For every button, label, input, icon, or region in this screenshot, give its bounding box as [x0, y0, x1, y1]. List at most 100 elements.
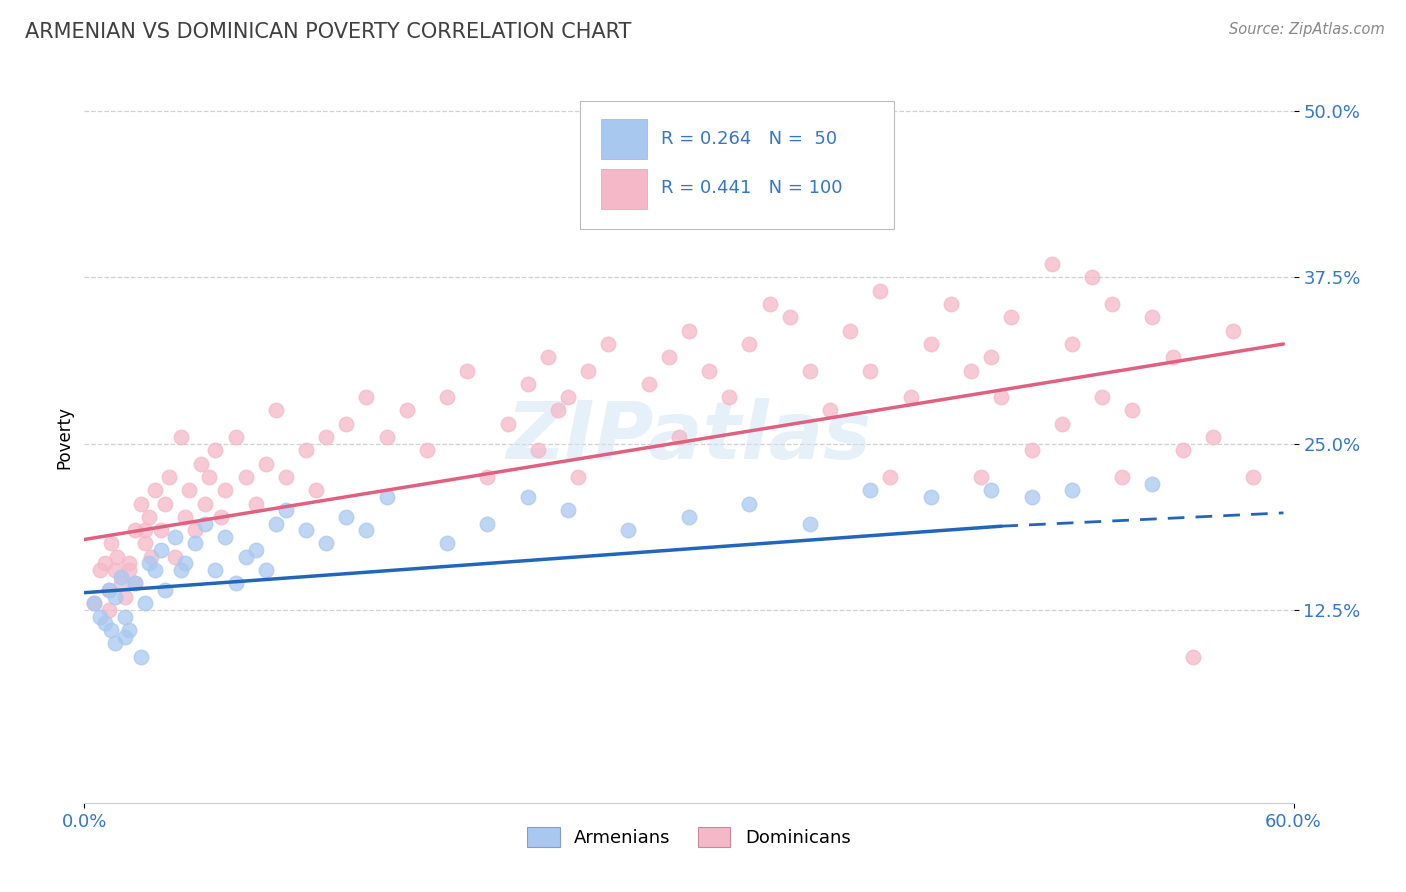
Point [264, 403, 287, 417]
Point [184, 536, 207, 550]
Point [114, 590, 136, 604]
Point [960, 363, 983, 377]
Point [134, 523, 156, 537]
Text: R = 0.264   N =  50: R = 0.264 N = 50 [661, 130, 837, 148]
Point [980, 483, 1002, 498]
Point [920, 490, 942, 504]
Point [395, 403, 418, 417]
Point [209, 509, 232, 524]
Point [668, 430, 690, 444]
Point [1101, 297, 1123, 311]
Point [118, 563, 141, 577]
Point [779, 310, 801, 325]
Point [920, 337, 942, 351]
Point [1060, 337, 1083, 351]
Point [496, 417, 519, 431]
Point [97, 603, 120, 617]
Point [100, 536, 122, 550]
Point [100, 623, 122, 637]
Point [416, 443, 439, 458]
Point [637, 376, 659, 391]
Point [274, 470, 297, 484]
Point [799, 363, 821, 377]
Point [527, 443, 550, 458]
Point [678, 324, 700, 338]
Point [89, 609, 111, 624]
Point [179, 483, 201, 498]
Point [839, 324, 862, 338]
Point [658, 351, 681, 365]
Point [1241, 470, 1264, 484]
Point [547, 403, 569, 417]
Point [758, 297, 780, 311]
Point [143, 483, 166, 498]
Point [900, 390, 922, 404]
Point [174, 509, 197, 524]
Legend: Armenians, Dominicans: Armenians, Dominicans [519, 818, 859, 856]
Point [477, 470, 499, 484]
Y-axis label: Poverty: Poverty [55, 406, 73, 468]
Point [114, 630, 136, 644]
Point [190, 457, 212, 471]
Point [184, 523, 207, 537]
Point [1021, 443, 1043, 458]
Point [879, 470, 901, 484]
Point [105, 549, 128, 564]
Point [225, 576, 247, 591]
Point [138, 557, 160, 571]
Point [1060, 483, 1083, 498]
Point [356, 390, 378, 404]
Point [516, 376, 538, 391]
Point [143, 563, 166, 577]
Point [456, 363, 478, 377]
Point [859, 363, 882, 377]
Point [859, 483, 882, 498]
Point [1021, 490, 1043, 504]
Point [214, 483, 236, 498]
Point [295, 523, 318, 537]
Point [174, 557, 197, 571]
Point [170, 563, 193, 577]
Point [516, 490, 538, 504]
Point [204, 563, 226, 577]
Point [617, 164, 640, 178]
Point [104, 563, 127, 577]
Point [1000, 310, 1022, 325]
Point [1142, 310, 1164, 325]
Point [170, 430, 193, 444]
Point [598, 337, 620, 351]
Text: Source: ZipAtlas.com: Source: ZipAtlas.com [1229, 22, 1385, 37]
Point [1222, 324, 1244, 338]
Point [315, 536, 337, 550]
Point [83, 596, 105, 610]
Point [134, 596, 156, 610]
Point [335, 417, 357, 431]
Point [436, 390, 458, 404]
Point [1161, 351, 1184, 365]
Point [149, 543, 172, 558]
Point [93, 616, 115, 631]
Point [576, 363, 599, 377]
Point [818, 403, 841, 417]
Point [1171, 443, 1194, 458]
Point [114, 609, 136, 624]
Point [980, 351, 1002, 365]
Point [124, 523, 146, 537]
Point [129, 497, 152, 511]
Point [1142, 476, 1164, 491]
Point [124, 576, 146, 591]
Point [194, 497, 217, 511]
Point [149, 523, 172, 537]
Point [1040, 257, 1063, 271]
Point [970, 470, 993, 484]
Point [165, 530, 187, 544]
Point [1202, 430, 1225, 444]
Point [153, 497, 176, 511]
Point [110, 570, 132, 584]
Point [718, 390, 741, 404]
Point [264, 516, 287, 531]
Point [678, 509, 700, 524]
Point [477, 516, 499, 531]
Point [295, 443, 318, 458]
FancyBboxPatch shape [600, 169, 647, 209]
